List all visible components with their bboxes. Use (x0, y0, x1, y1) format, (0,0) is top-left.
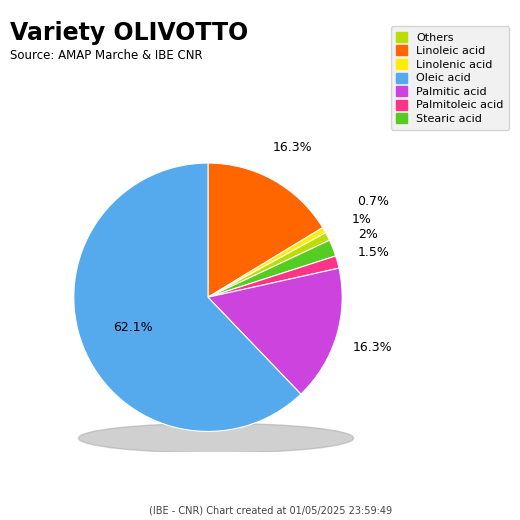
Wedge shape (208, 240, 336, 297)
Wedge shape (208, 163, 323, 297)
Wedge shape (208, 268, 342, 394)
Wedge shape (74, 163, 301, 432)
Wedge shape (208, 233, 330, 297)
Text: 62.1%: 62.1% (113, 321, 153, 334)
Legend: Others, Linoleic acid, Linolenic acid, Oleic acid, Palmitic acid, Palmitoleic ac: Others, Linoleic acid, Linolenic acid, O… (391, 27, 509, 129)
Text: Source: AMAP Marche & IBE CNR: Source: AMAP Marche & IBE CNR (10, 49, 203, 62)
Text: Variety OLIVOTTO: Variety OLIVOTTO (10, 21, 249, 45)
Text: 0.7%: 0.7% (357, 196, 389, 209)
Text: (IBE - CNR) Chart created at 01/05/2025 23:59:49: (IBE - CNR) Chart created at 01/05/2025 … (149, 506, 392, 516)
Text: 16.3%: 16.3% (353, 341, 392, 354)
Wedge shape (208, 228, 326, 297)
Text: 1.5%: 1.5% (358, 245, 389, 258)
Text: 2%: 2% (358, 228, 378, 241)
Text: 16.3%: 16.3% (272, 141, 312, 154)
Wedge shape (208, 256, 339, 297)
Text: 1%: 1% (351, 213, 371, 226)
Ellipse shape (79, 423, 354, 453)
